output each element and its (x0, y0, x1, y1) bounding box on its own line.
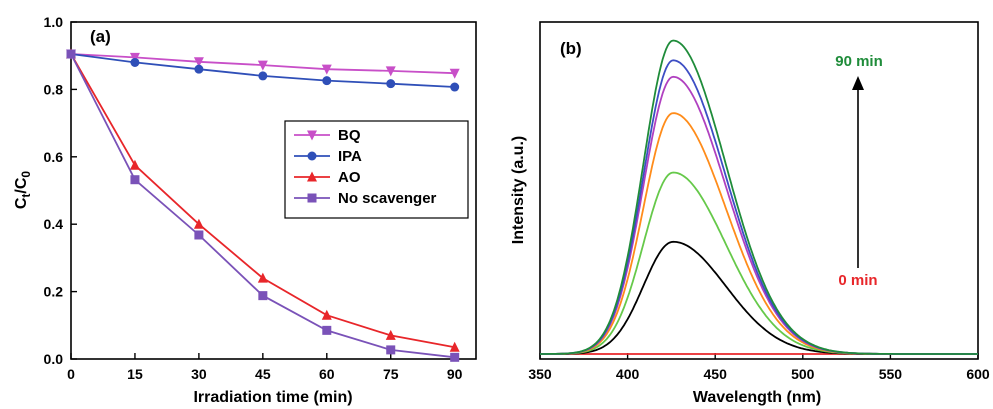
ylabel-sub-0: 0 (19, 171, 33, 178)
data-point-ao (257, 272, 268, 283)
svg-text:Ct/C0: Ct/C0 (13, 171, 33, 210)
panel-a-label: (a) (90, 27, 111, 46)
panel-a-x-axis-label: Irradiation time (min) (193, 389, 352, 406)
a-x-tick-label: 30 (191, 366, 207, 382)
data-point-ipa (194, 64, 204, 74)
a-x-tick-label: 60 (319, 366, 335, 382)
legend-marker-no-scavenger (307, 193, 317, 203)
panel-b-chart: 350 400 450 500 550 600 (b) Wavelength (nm) I… (510, 21, 990, 406)
legend-marker-ao (307, 171, 317, 182)
panel-b-plot-frame (539, 21, 979, 360)
a-y-tick-label: 1.0 (44, 14, 64, 30)
a-x-tick-label: 75 (383, 366, 399, 382)
a-y-tick-label: 0.6 (44, 149, 64, 165)
data-point-ipa (322, 76, 332, 86)
data-point-bq (257, 60, 268, 71)
data-point-no-scavenger (386, 345, 396, 355)
panel-b-label: (b) (560, 39, 582, 58)
annotation-90-min: 90 min (835, 53, 883, 70)
data-point-ao (321, 309, 332, 320)
a-y-tick-label: 0.4 (44, 216, 64, 232)
b-x-tick-label: 400 (616, 366, 640, 382)
panel-a-legend: BQ IPA AO No scavenger (284, 120, 469, 219)
data-point-ipa (130, 57, 140, 67)
a-y-tick-label: 0.0 (44, 351, 64, 367)
legend-label-no-scavenger: No scavenger (338, 190, 437, 207)
b-x-tick-label: 350 (528, 366, 552, 382)
a-x-tick-label: 0 (67, 366, 75, 382)
a-y-tick-label: 0.8 (44, 81, 64, 97)
emission-curve-4 (540, 75, 978, 355)
data-point-no-scavenger (130, 175, 140, 185)
legend-label-bq: BQ (338, 127, 361, 144)
b-x-tick-label: 450 (704, 366, 728, 382)
data-point-no-scavenger (450, 352, 460, 362)
legend-marker-ipa (307, 151, 317, 161)
data-point-bq (321, 64, 332, 75)
a-y-tick-label: 0.2 (44, 284, 64, 300)
panel-b-y-axis-label: Intensity (a.u.) (510, 136, 527, 244)
data-point-no-scavenger (258, 291, 268, 301)
data-point-ipa (258, 71, 268, 81)
emission-curve-5 (540, 59, 978, 355)
a-x-tick-label: 15 (127, 366, 143, 382)
data-point-no-scavenger (194, 230, 204, 240)
panel-a-plot-frame (70, 21, 477, 360)
emission-curve-1 (540, 240, 978, 355)
data-point-bq (385, 66, 396, 77)
annotation-0-min: 0 min (838, 272, 877, 289)
data-point-ipa (450, 82, 460, 92)
data-point-no-scavenger (66, 49, 76, 59)
time-arrow-head (852, 76, 864, 90)
data-point-no-scavenger (322, 325, 332, 335)
data-point-bq (193, 57, 204, 68)
emission-curve-6 (540, 39, 978, 355)
emission-curve-2 (540, 171, 978, 355)
data-point-ao (385, 329, 396, 340)
ylabel-sub-t: t (19, 194, 33, 198)
legend-marker-bq (307, 130, 317, 141)
data-point-ao (193, 218, 204, 229)
legend-label-ao: AO (338, 169, 361, 186)
ylabel-c-t: C (13, 197, 30, 209)
panel-b-x-axis-label: Wavelength (nm) (693, 389, 821, 406)
b-x-tick-label: 500 (791, 366, 815, 382)
b-x-tick-label: 550 (879, 366, 903, 382)
a-x-tick-label: 45 (255, 366, 271, 382)
b-x-tick-label: 600 (966, 366, 990, 382)
panel-a-chart: 0.0 0.2 0.4 0.6 0.8 1.0 0 15 30 45 60 75 90 (a) Irr… (13, 14, 477, 406)
data-point-bq (449, 68, 460, 79)
data-point-ao (449, 341, 460, 352)
ylabel-slash-c: /C (13, 177, 30, 193)
legend-label-ipa: IPA (338, 148, 362, 165)
a-x-tick-label: 90 (447, 366, 463, 382)
data-point-ipa (386, 79, 396, 89)
emission-curve-3 (540, 112, 978, 355)
data-point-ao (129, 159, 140, 170)
data-point-bq (129, 52, 140, 63)
panel-a-y-axis-label: Ct/C0 (13, 171, 33, 210)
